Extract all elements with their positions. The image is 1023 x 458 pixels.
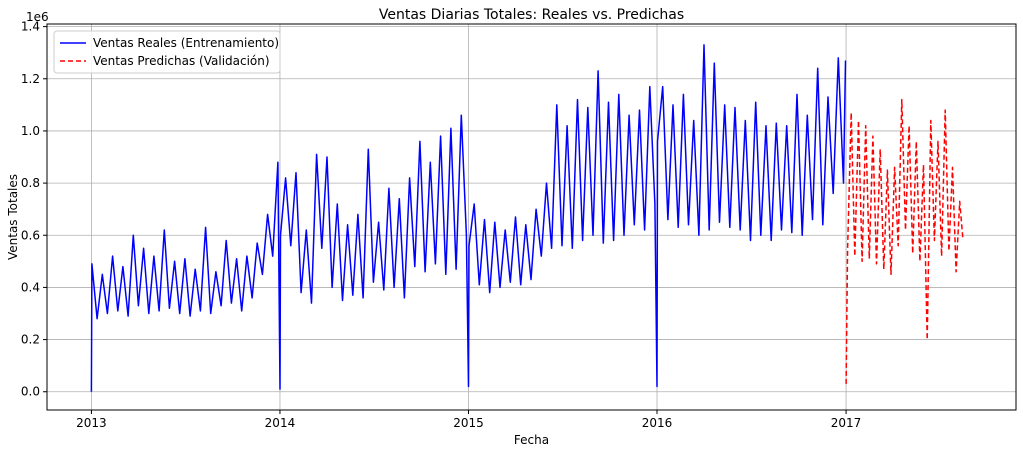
y-axis-offset-label: 1e6 bbox=[26, 10, 49, 24]
legend-box bbox=[53, 30, 281, 74]
legend-label-predicted: Ventas Predichas (Validación) bbox=[93, 54, 270, 68]
legend-label-actual: Ventas Reales (Entrenamiento) bbox=[93, 36, 279, 50]
series-line-actual bbox=[90, 44, 847, 392]
series-lines bbox=[90, 44, 964, 392]
y-tick-label: 0.2 bbox=[21, 333, 40, 347]
y-tick-label: 0.0 bbox=[21, 385, 40, 399]
x-axis-label: Fecha bbox=[514, 433, 549, 447]
x-tick-label: 2016 bbox=[642, 416, 673, 430]
y-tick-label: 0.6 bbox=[21, 228, 40, 242]
x-tick-label: 2013 bbox=[76, 416, 107, 430]
y-tick-label: 1.0 bbox=[21, 124, 40, 138]
axis-ticks: 2013 2014 2015 2016 2017 0.0 0.2 0.4 0.6 0.8 1.0 1.… bbox=[21, 20, 861, 430]
plot-area-frame bbox=[46, 23, 1017, 411]
series-line-predicted bbox=[845, 98, 964, 384]
x-tick-label: 2015 bbox=[453, 416, 484, 430]
x-tick-label: 2017 bbox=[831, 416, 862, 430]
y-tick-label: 0.8 bbox=[21, 176, 40, 190]
y-tick-label: 1.4 bbox=[21, 20, 40, 34]
chart-title: Ventas Diarias Totales: Reales vs. Predi… bbox=[379, 7, 684, 23]
legend: Ventas Reales (Entrenamiento) Ventas Pre… bbox=[53, 30, 281, 74]
y-tick-label: 1.2 bbox=[21, 72, 40, 86]
x-tick-label: 2014 bbox=[265, 416, 296, 430]
y-axis-label: Ventas Totales bbox=[6, 174, 20, 260]
y-tick-label: 0.4 bbox=[21, 280, 40, 294]
